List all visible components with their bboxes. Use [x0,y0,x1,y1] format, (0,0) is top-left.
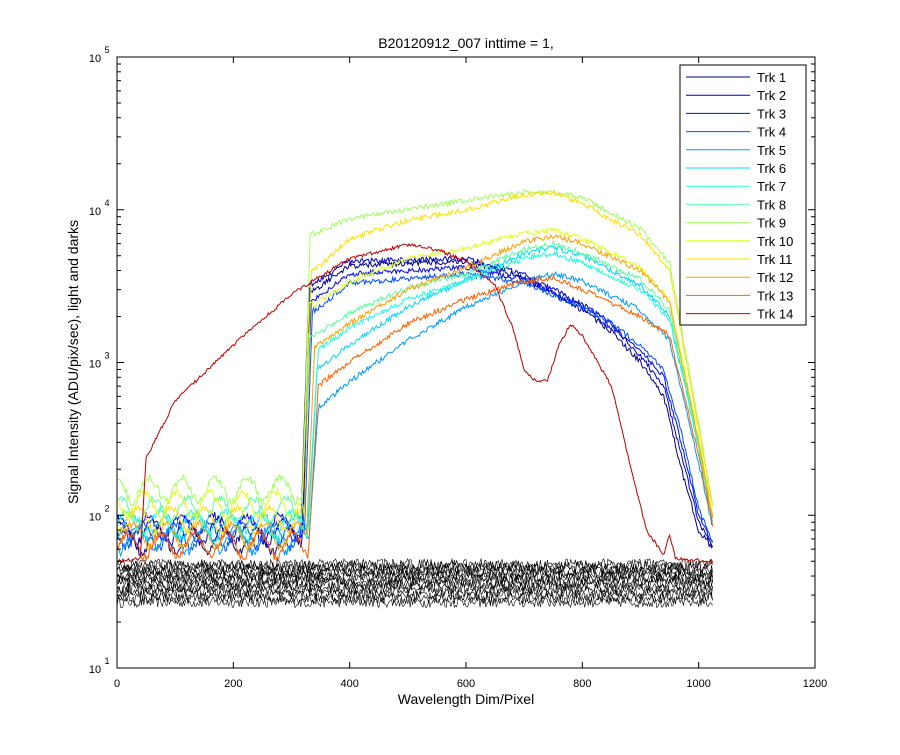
x-axis-label: Wavelength Dim/Pixel [398,691,534,707]
series-line-trk-4 [116,270,713,553]
series-line-trk-14 [116,242,714,564]
series-layer [116,189,714,564]
legend-label: Trk 4 [757,125,786,140]
series-line-trk-13 [116,273,714,563]
dark-frames-layer [116,557,713,609]
dark-frame-line [116,578,713,591]
series-line-trk-7 [116,250,714,541]
legend-label: Trk 10 [757,234,793,249]
x-tick-label: 1000 [686,678,710,690]
legend-label: Trk 7 [757,179,786,194]
y-axis-label: Signal Intensity (ADU/pix/sec), light an… [65,220,81,504]
legend-label: Trk 3 [757,106,786,121]
x-tick-label: 400 [340,678,358,690]
y-tick-exponent: 5 [104,45,109,55]
series-line-trk-9 [116,189,714,507]
y-tick-base: 10 [89,511,101,523]
legend-label: Trk 6 [757,161,786,176]
chart-title: B20120912_007 inttime = 1, [378,35,554,51]
dark-frame-line [116,585,713,598]
series-line-trk-6 [116,244,714,546]
legend-label: Trk 13 [757,288,793,303]
legend-label: Trk 1 [757,70,786,85]
legend-label: Trk 9 [757,216,786,231]
y-tick-exponent: 4 [104,198,109,208]
x-tick-label: 200 [224,678,242,690]
series-line-trk-10 [116,227,714,523]
series-line-trk-12 [116,234,714,552]
x-axis: 0 200 400 600 800 1000 1200 [114,57,827,690]
series-line-trk-1 [116,258,713,557]
x-tick-label: 600 [457,678,475,690]
dark-frame-line [116,592,713,605]
x-tick-label: 0 [114,678,120,690]
x-tick-label: 800 [573,678,591,690]
legend-label: Trk 14 [757,307,793,322]
y-tick-base: 10 [89,359,101,371]
legend-label: Trk 11 [757,252,792,267]
y-tick-exponent: 1 [104,656,109,666]
legend-label: Trk 5 [757,143,786,158]
y-tick-base: 10 [89,53,101,65]
legend-label: Trk 8 [757,197,786,212]
y-tick-base: 10 [89,664,101,676]
legend: Trk 1 Trk 2 Trk 3 Trk 4 Trk 5 Trk 6 Trk 7 Trk 8… [679,64,807,326]
legend-box [679,64,807,326]
dark-frame-line [116,557,713,571]
series-line-trk-11 [116,189,714,538]
x-tick-label: 1200 [803,678,827,690]
dark-frame-line [116,562,713,576]
legend-label: Trk 2 [757,88,786,103]
dark-frame-line [116,582,713,595]
y-tick-exponent: 3 [104,351,109,361]
dark-frame-line [116,572,713,586]
y-tick-base: 10 [89,206,101,218]
y-tick-exponent: 2 [104,503,109,513]
dark-frame-line [116,588,713,602]
legend-label: Trk 12 [757,270,793,285]
